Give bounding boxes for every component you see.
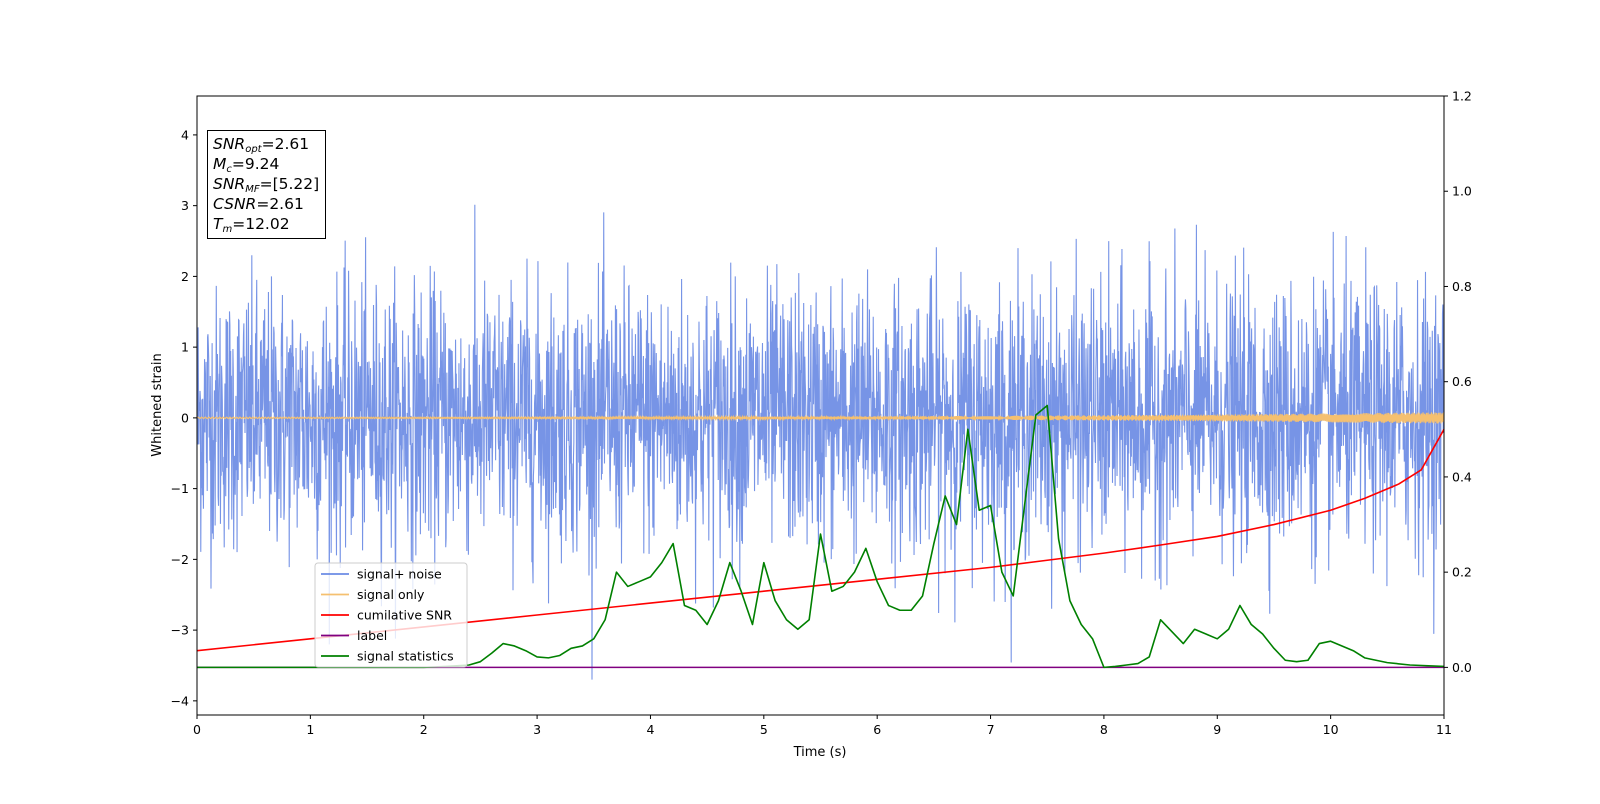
x-axis-label: Time (s)	[793, 745, 847, 760]
snr-info-box: SNRopt=2.61 Mc=9.24 SNRMF=[5.22] CSNR=2.…	[207, 130, 327, 239]
legend-entry-label: signal+ noise	[357, 567, 442, 582]
y-axis-label: Whitened strain	[150, 353, 165, 456]
y-tick-label: −3	[171, 623, 189, 638]
series-cumilative-snr-line	[197, 428, 1444, 652]
x-tick-label: 10	[1323, 722, 1339, 737]
signal-only-line	[197, 412, 1444, 424]
y-right-tick-label: 1.2	[1452, 89, 1472, 104]
y-tick-label: 2	[181, 269, 189, 284]
y-tick-label: 1	[181, 340, 189, 355]
x-tick-label: 4	[646, 722, 654, 737]
csnr-annotation: CSNR=2.61	[213, 195, 304, 213]
y-tick-label: 3	[181, 198, 189, 213]
x-tick-label: 9	[1213, 722, 1221, 737]
legend-box	[314, 562, 468, 668]
y-right-tick-label: 0.0	[1452, 660, 1472, 675]
y-right-tick-label: 0.8	[1452, 279, 1472, 294]
plot-frame	[196, 95, 1445, 716]
x-tick-label: 7	[987, 722, 995, 737]
x-tick-label: 0	[193, 722, 201, 737]
x-tick-label: 11	[1436, 722, 1452, 737]
legend: signal+ noise signal only cumilative SNR la…	[314, 562, 468, 668]
x-tick-label: 8	[1100, 722, 1108, 737]
y-right-axis-ticks: 1.2 1.0 0.8 0.6 0.4 0.2 0.0	[1444, 89, 1472, 675]
legend-entry-label: signal only	[357, 587, 425, 602]
y-right-tick-label: 0.4	[1452, 469, 1472, 484]
x-tick-label: 2	[420, 722, 428, 737]
snr-opt-annotation: SNRopt=2.61	[213, 135, 310, 155]
y-tick-label: 4	[181, 127, 189, 142]
x-tick-label: 5	[760, 722, 768, 737]
y-tick-label: 0	[181, 410, 189, 425]
y-right-tick-label: 1.0	[1452, 184, 1472, 199]
x-tick-label: 3	[533, 722, 541, 737]
x-axis-ticks: 0 1 2 3 4 5 6 7 8 9 10 11	[193, 715, 1452, 737]
x-tick-label: 6	[873, 722, 881, 737]
y-tick-label: −4	[171, 693, 189, 708]
series-signal-statistics-line	[197, 404, 1444, 669]
series-signal-noise	[197, 204, 1444, 680]
y-tick-label: −1	[171, 481, 189, 496]
legend-entry-label: cumilative SNR	[357, 608, 452, 623]
series-signal-only	[197, 412, 1444, 424]
x-tick-label: 1	[306, 722, 314, 737]
y-right-tick-label: 0.2	[1452, 565, 1472, 580]
snr-mf-annotation: SNRMF=[5.22]	[213, 175, 320, 195]
mc-annotation: Mc=9.24	[213, 155, 280, 175]
legend-entry-label: label	[357, 628, 387, 643]
y-right-tick-label: 0.6	[1452, 374, 1472, 389]
signal-noise-line	[197, 204, 1444, 680]
legend-entry-label: signal statistics	[357, 649, 454, 664]
y-axis-ticks: 4 3 2 1 0 −1 −2 −3 −4	[171, 127, 197, 708]
tm-annotation: Tm=12.02	[213, 215, 290, 235]
y-tick-label: −2	[171, 552, 189, 567]
